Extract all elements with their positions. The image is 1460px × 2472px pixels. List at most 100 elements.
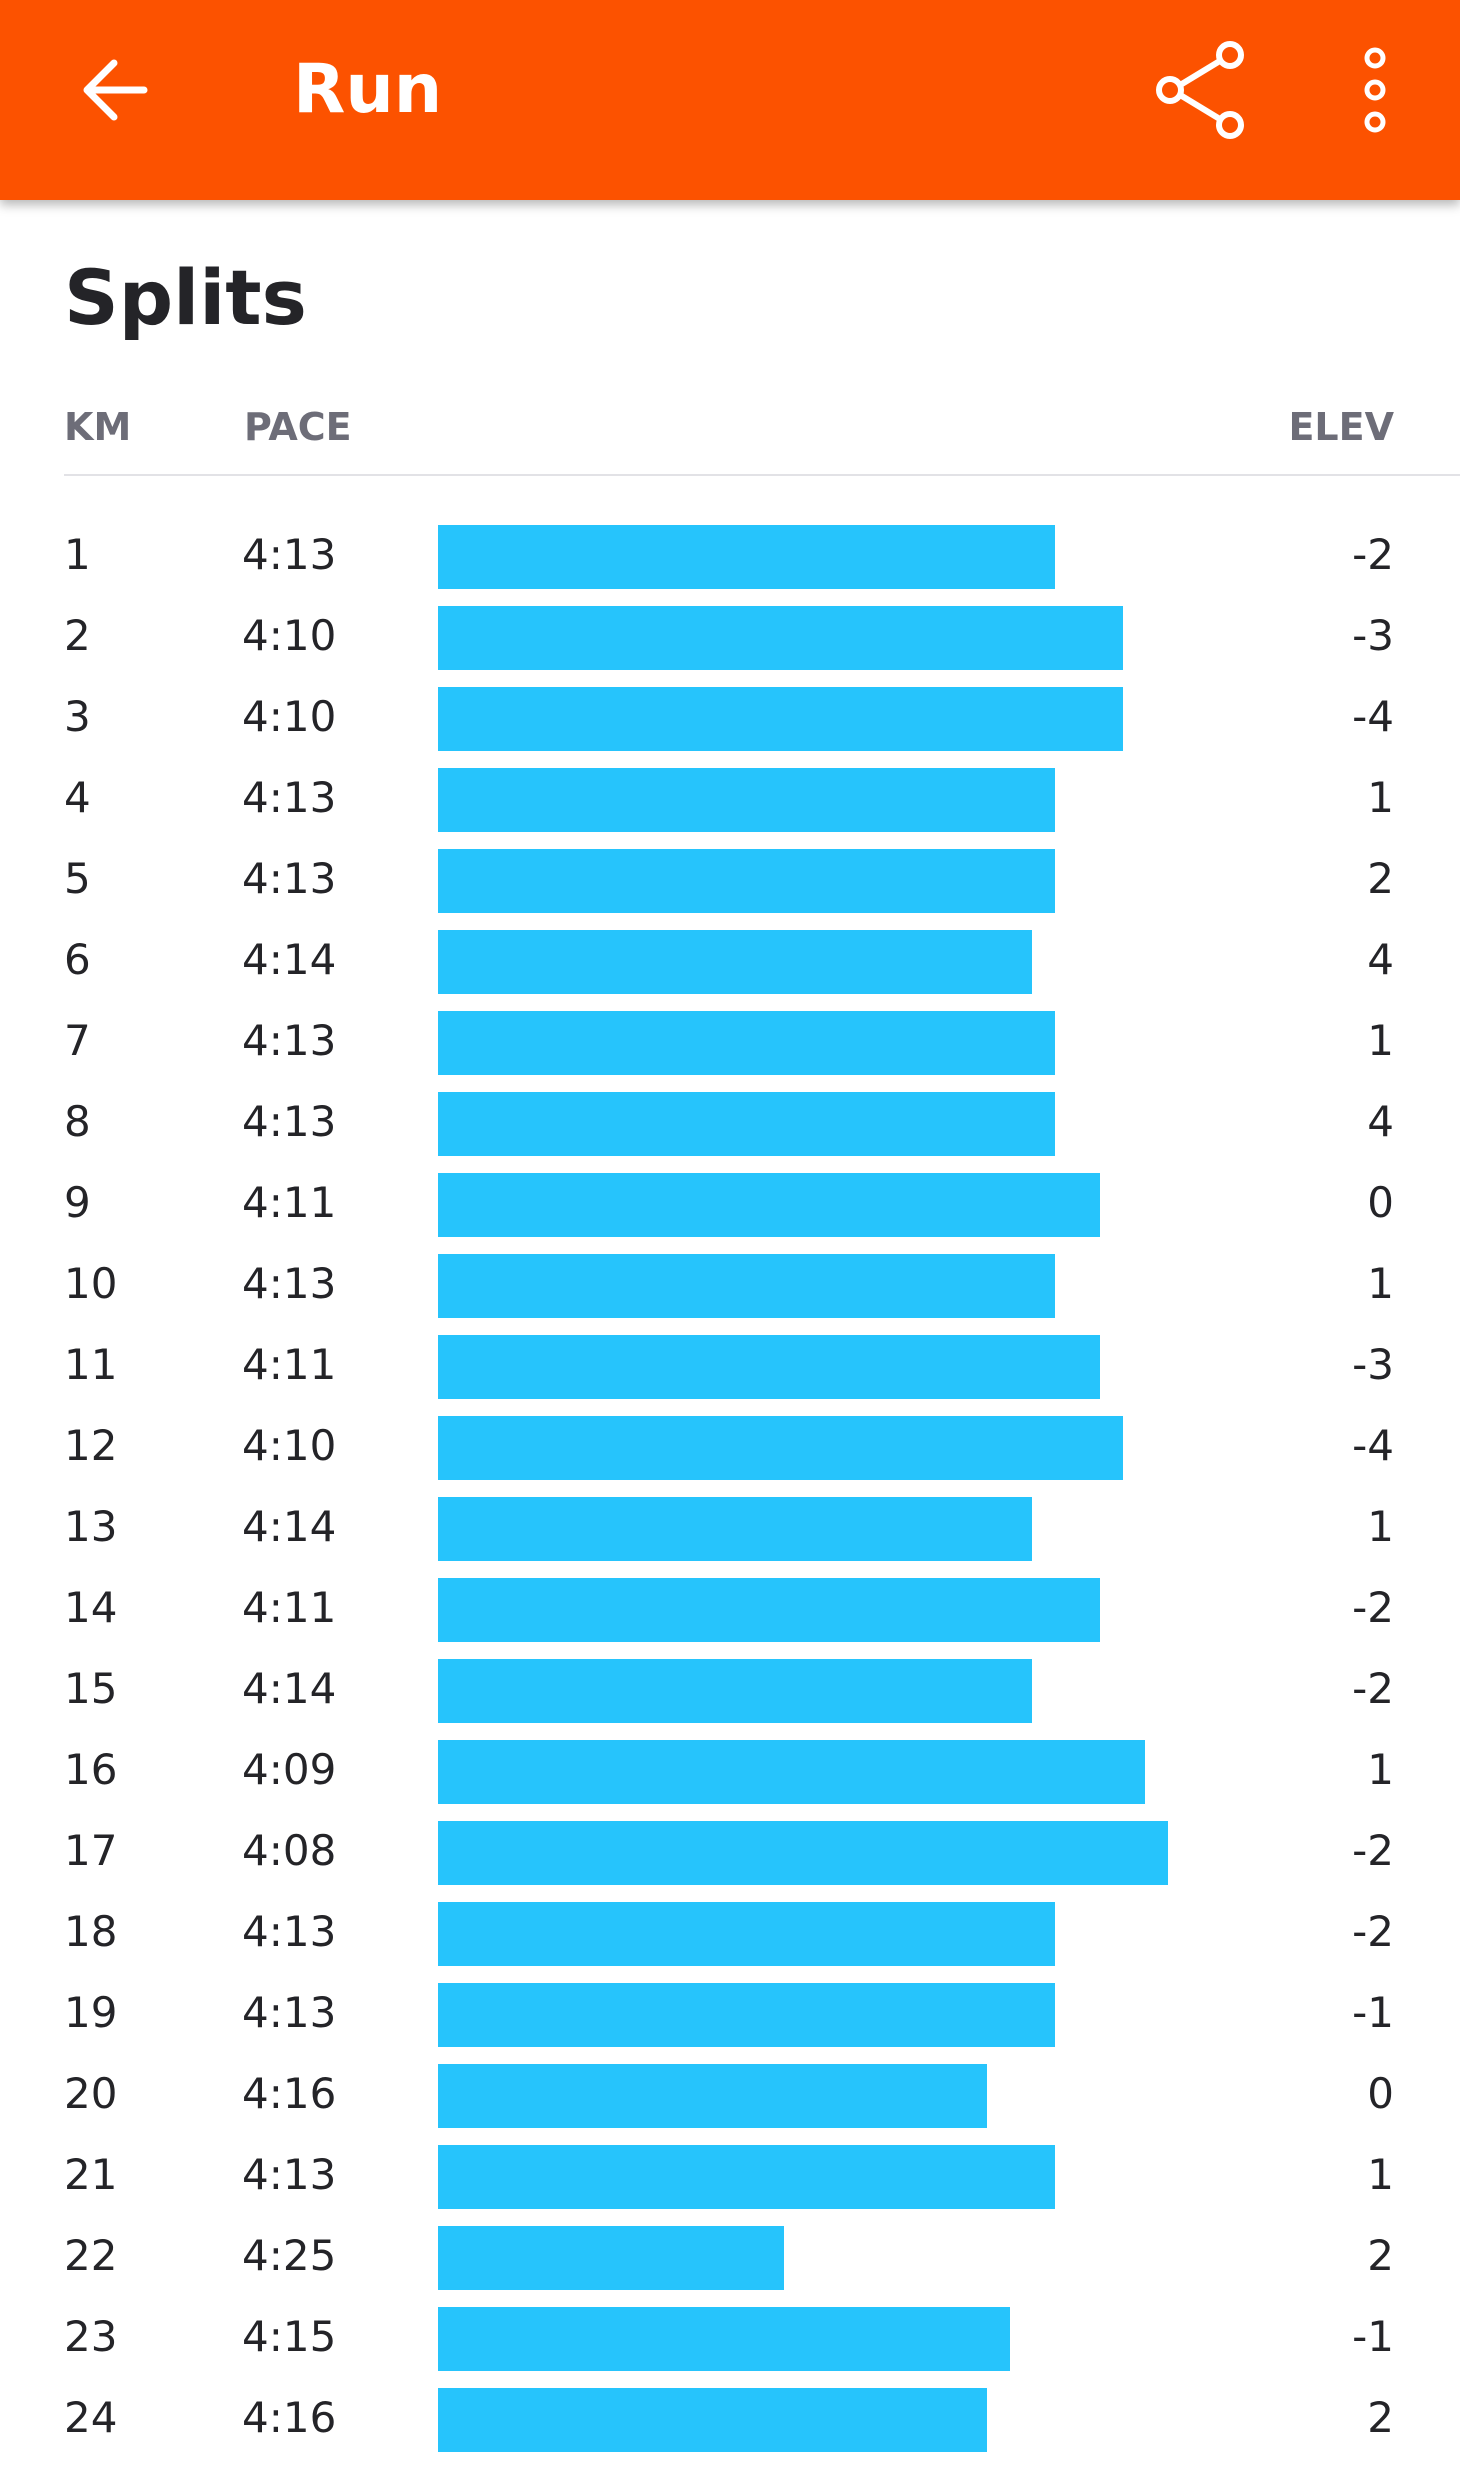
split-km: 19 [64,1988,118,2037]
split-pace: 4:10 [242,692,337,741]
split-elev: -1 [1352,2312,1394,2361]
split-km: 24 [64,2393,118,2442]
back-button[interactable] [70,40,160,140]
split-row: 12 4:10 -4 [0,1413,1460,1494]
pace-bar [438,2307,1010,2371]
more-options-button[interactable] [1340,35,1410,145]
split-row: 8 4:13 4 [0,1089,1460,1170]
split-km: 21 [64,2150,118,2199]
split-row: 7 4:13 1 [0,1008,1460,1089]
split-pace: 4:13 [242,2150,337,2199]
pace-bar [438,1254,1055,1318]
split-pace: 4:10 [242,1421,337,1470]
pace-bar [438,1497,1033,1561]
split-elev: 1 [1367,2150,1394,2199]
split-row: 17 4:08 -2 [0,1818,1460,1899]
split-row: 13 4:14 1 [0,1494,1460,1575]
split-elev: -4 [1352,1421,1394,1470]
split-km: 8 [64,1097,91,1146]
split-elev: 1 [1367,773,1394,822]
pace-bar [438,930,1033,994]
split-row: 10 4:13 1 [0,1251,1460,1332]
more-vertical-icon [1364,47,1386,133]
split-elev: 1 [1367,1016,1394,1065]
split-elev: 1 [1367,1745,1394,1794]
split-elev: 0 [1367,1178,1394,1227]
split-km: 10 [64,1259,118,1308]
pace-bar [438,1011,1055,1075]
split-elev: 0 [1367,2069,1394,2118]
split-elev: 4 [1367,935,1394,984]
split-row: 9 4:11 0 [0,1170,1460,1251]
split-km: 22 [64,2231,118,2280]
split-elev: 1 [1367,1502,1394,1551]
split-row: 21 4:13 1 [0,2142,1460,2223]
split-elev: -2 [1352,530,1394,579]
split-pace: 4:14 [242,1664,337,1713]
split-elev: 1 [1367,1259,1394,1308]
split-pace: 4:08 [242,1826,337,1875]
split-pace: 4:11 [242,1178,337,1227]
split-km: 14 [64,1583,118,1632]
split-row: 2 4:10 -3 [0,603,1460,684]
split-km: 11 [64,1340,118,1389]
split-row: 11 4:11 -3 [0,1332,1460,1413]
split-row: 19 4:13 -1 [0,1980,1460,2061]
split-pace: 4:11 [242,1583,337,1632]
pace-bar [438,525,1055,589]
header-divider [64,474,1460,476]
pace-bar [438,1659,1033,1723]
splits-title: Splits [64,253,307,342]
split-pace: 4:13 [242,530,337,579]
split-elev: -2 [1352,1664,1394,1713]
split-pace: 4:14 [242,935,337,984]
split-pace: 4:16 [242,2069,337,2118]
pace-bar [438,687,1123,751]
split-km: 15 [64,1664,118,1713]
split-row: 20 4:16 0 [0,2061,1460,2142]
split-row: 18 4:13 -2 [0,1899,1460,1980]
pace-column-header: PACE [244,405,352,449]
split-elev: -2 [1352,1583,1394,1632]
pace-bar [438,1335,1101,1399]
pace-bar [438,2388,988,2452]
elev-column-header: ELEV [1288,405,1394,449]
split-row: 4 4:13 1 [0,765,1460,846]
split-km: 13 [64,1502,118,1551]
split-pace: 4:14 [242,1502,337,1551]
split-pace: 4:13 [242,1016,337,1065]
pace-bar [438,1578,1101,1642]
split-elev: -1 [1352,1988,1394,2037]
arrow-left-icon [83,59,148,121]
split-pace: 4:25 [242,2231,337,2280]
pace-bar [438,1092,1055,1156]
split-km: 23 [64,2312,118,2361]
split-row: 5 4:13 2 [0,846,1460,927]
share-button[interactable] [1145,35,1255,145]
pace-bar [438,2064,988,2128]
share-icon [1156,41,1244,139]
split-row: 3 4:10 -4 [0,684,1460,765]
split-elev: -3 [1352,611,1394,660]
pace-bar [438,1902,1055,1966]
split-pace: 4:13 [242,1259,337,1308]
split-row: 1 4:13 -2 [0,522,1460,603]
split-pace: 4:13 [242,1907,337,1956]
split-pace: 4:13 [242,1097,337,1146]
pace-bar [438,2226,784,2290]
split-km: 20 [64,2069,118,2118]
pace-bar [438,2145,1055,2209]
split-pace: 4:09 [242,1745,337,1794]
pace-bar [438,606,1123,670]
split-km: 17 [64,1826,118,1875]
pace-bar [438,1983,1055,2047]
split-pace: 4:11 [242,1340,337,1389]
split-row: 22 4:25 2 [0,2223,1460,2304]
split-row: 15 4:14 -2 [0,1656,1460,1737]
split-pace: 4:13 [242,1988,337,2037]
split-pace: 4:15 [242,2312,337,2361]
pace-bar [438,768,1055,832]
split-row: 14 4:11 -2 [0,1575,1460,1656]
split-km: 16 [64,1745,118,1794]
km-column-header: KM [64,405,132,449]
